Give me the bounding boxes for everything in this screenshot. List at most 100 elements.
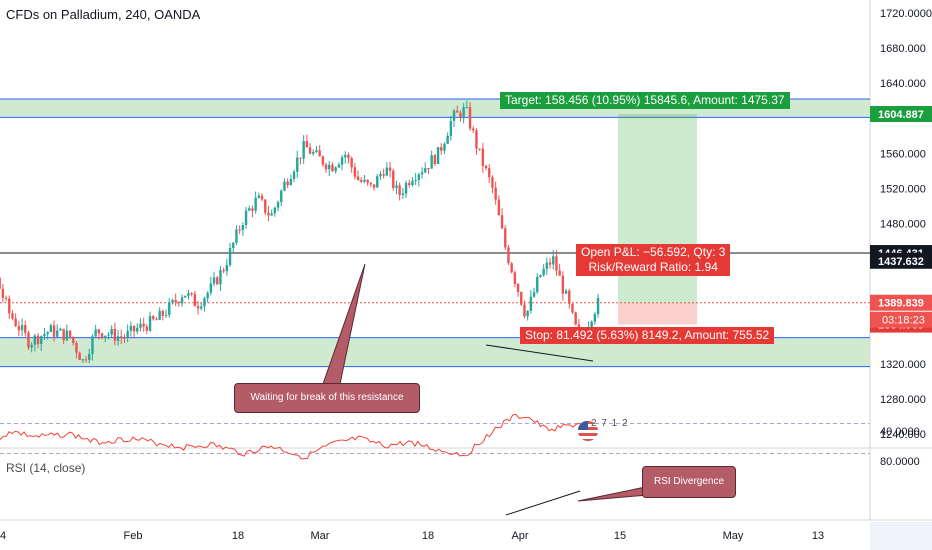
candle-body <box>36 335 40 345</box>
event-marker-text: 2 7 1 2 <box>591 418 629 429</box>
price-tick-label: 1720.0000 <box>880 8 932 20</box>
candle-body <box>152 316 155 320</box>
candle-body <box>318 150 321 157</box>
stop-label[interactable]: Stop: 81.492 (5.63%) 8149.2, Amount: 755… <box>520 327 775 344</box>
candle-body <box>43 334 46 337</box>
candle-body <box>190 293 193 295</box>
candle-body <box>62 328 65 341</box>
candle-body <box>449 120 453 136</box>
candle-body <box>436 147 440 165</box>
candle-body <box>347 154 350 159</box>
candle-body <box>353 167 357 177</box>
candle-body <box>328 164 331 170</box>
candle-body <box>155 319 158 321</box>
candle-body <box>526 310 529 317</box>
candle-body <box>193 293 197 307</box>
candle-body <box>360 179 363 182</box>
candle-body <box>308 147 312 154</box>
axis-corner <box>870 522 932 550</box>
candle-body <box>388 167 392 171</box>
pnl-label-box[interactable]: Open P&L: −56.592, Qty: 3 Risk/Reward Ra… <box>576 244 731 276</box>
candle-body <box>491 177 494 188</box>
candle-body <box>24 325 27 333</box>
time-tick-label: 4 <box>0 530 6 542</box>
time-tick-label: 15 <box>614 530 626 542</box>
candle-body <box>299 157 302 159</box>
candle-body <box>40 336 43 345</box>
candle-body <box>222 270 225 272</box>
candle-body <box>164 314 168 316</box>
candle-body <box>478 148 481 150</box>
candle-body <box>94 329 97 337</box>
candle-body <box>545 262 549 269</box>
candle-body <box>225 264 229 272</box>
candle-body <box>376 176 379 188</box>
price-level-badge <box>870 252 932 269</box>
candle-body <box>14 318 17 327</box>
candle-body <box>382 174 385 176</box>
candle-body <box>126 330 129 339</box>
candle-body <box>488 168 491 178</box>
candle-body <box>184 295 187 298</box>
us-flag-icon[interactable] <box>578 421 598 441</box>
trade-position-tool[interactable] <box>618 114 697 325</box>
candle-body <box>414 179 417 181</box>
candle-body <box>350 158 353 168</box>
candle-body <box>78 352 81 361</box>
risk-reward-label: Risk/Reward Ratio: 1.94 <box>588 260 718 274</box>
candle-body <box>187 293 190 296</box>
resistance-callout[interactable]: Waiting for break of this resistance <box>234 383 420 413</box>
candle-body <box>430 155 433 169</box>
candle-body <box>507 247 510 264</box>
candle-body <box>248 208 251 211</box>
candle-body <box>504 228 507 248</box>
candle-body <box>116 336 120 341</box>
candle-body <box>324 164 328 170</box>
candle-body <box>136 327 139 332</box>
target-label[interactable]: Target: 158.456 (10.95%) 15845.6, Amount… <box>500 92 790 109</box>
time-tick-label: Apr <box>511 530 528 542</box>
candle-body <box>75 343 78 353</box>
candle-body <box>558 270 561 276</box>
candle-body <box>97 329 101 334</box>
candle-body <box>81 359 85 361</box>
candle-body <box>596 298 600 315</box>
candle-body <box>228 248 232 265</box>
candlestick-series <box>0 100 600 364</box>
price-axis[interactable]: 1720.0000 1680.000 1640.000 1560.000 1520.00… <box>870 8 932 468</box>
candle-body <box>510 263 513 273</box>
price-level-badge <box>870 106 932 123</box>
price-tick-label: 1560.000 <box>880 148 926 160</box>
candle-body <box>561 275 565 294</box>
candle-body <box>363 179 366 182</box>
price-tick-label: 1320.000 <box>880 359 926 371</box>
stop-area <box>618 302 697 325</box>
candle-body <box>219 270 222 285</box>
candle-body <box>539 275 542 277</box>
countdown-label: 03:18:23 <box>882 315 925 327</box>
time-axis[interactable]: 4 Feb 18 Mar 18 Apr 15 May 13 <box>0 522 932 550</box>
candle-body <box>392 170 395 189</box>
rsi-divergence-callout[interactable]: RSI Divergence <box>642 466 736 498</box>
candle-body <box>552 256 555 265</box>
candle-body <box>286 181 289 186</box>
candle-body <box>424 168 427 173</box>
candle-body <box>107 334 110 336</box>
candle-body <box>216 277 219 285</box>
candle-body <box>20 325 24 331</box>
candle-body <box>446 135 449 144</box>
chart-title: CFDs on Palladium, 240, OANDA <box>6 7 201 22</box>
candle-body <box>408 182 411 186</box>
candle-body <box>411 180 414 186</box>
candle-body <box>385 167 389 176</box>
candle-body <box>180 297 184 304</box>
candle-body <box>132 325 136 332</box>
time-tick-label: 18 <box>422 530 434 542</box>
candle-body <box>171 299 174 303</box>
candle-body <box>203 298 206 307</box>
candle-body <box>235 229 238 243</box>
candle-body <box>100 333 104 338</box>
candle-body <box>206 292 209 299</box>
candle-body <box>30 344 33 348</box>
